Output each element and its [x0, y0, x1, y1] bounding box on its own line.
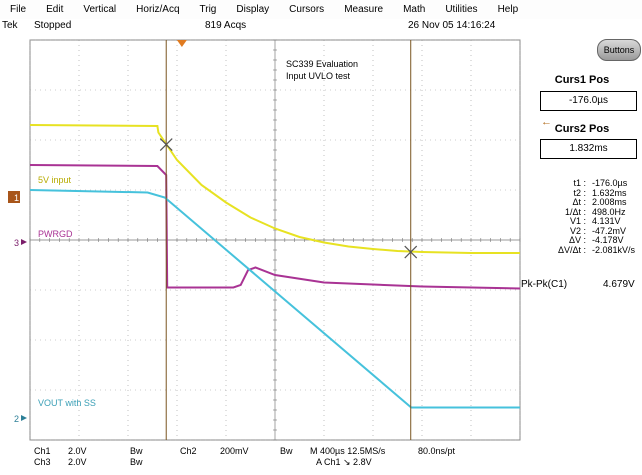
trace-ch3 [29, 164, 521, 290]
menu-utilities[interactable]: Utilities [445, 4, 478, 15]
ch1-ground-marker-number: 1 [14, 193, 19, 203]
trace-ch2 [29, 189, 520, 409]
cursor-cross-icon [404, 245, 418, 259]
readout-row: V2 : -47.2mV [540, 225, 638, 237]
trace-label-ch2: VOUT with SS [38, 398, 96, 408]
curs2-title: Curs2 Pos [554, 123, 610, 135]
ch2-label[interactable]: Ch2 [180, 446, 197, 456]
ch1-scale: 2.0V [68, 446, 87, 456]
date-time: 26 Nov 05 14:16:24 [408, 20, 496, 31]
menu-bar: File Edit Vertical Horiz/Acq Trig Display Curs… [0, 0, 642, 19]
readout-value: 1.632ms [592, 187, 627, 198]
readout-key: t2 : [573, 187, 586, 198]
brand-label: Tek [2, 20, 18, 31]
readout-row: t2 : 1.632ms [540, 187, 638, 199]
ch2-ground-marker-number: 2 [14, 414, 19, 424]
trace-label-ch3: PWRGD [38, 229, 73, 239]
annotation-subtitle: Input UVLO test [286, 71, 351, 81]
menu-horiz-acq[interactable]: Horiz/Acq [136, 4, 180, 15]
readout-row: 1/Δt : 498.0Hz [540, 206, 638, 218]
readout-key: t1 : [573, 178, 586, 188]
ch2-ground-marker[interactable]: 2 [14, 414, 27, 424]
sample-interval: 80.0ns/pt [418, 446, 456, 456]
readout-value: 2.008ms [592, 197, 627, 207]
ch1-marker-badge [8, 191, 20, 203]
menu-help[interactable]: Help [497, 4, 519, 15]
readout-row: Δt : 2.008ms [540, 197, 638, 208]
ch3-bw: Bw [130, 457, 143, 467]
ch3-label[interactable]: Ch3 [34, 457, 51, 467]
cursor-readouts: t1 : -176.0µs t2 :1.632ms Δt :2.008ms 1/Δt :… [540, 178, 638, 256]
readout-key: 1/Δt : [564, 206, 586, 217]
buttons-toggle[interactable]: Buttons [597, 39, 641, 61]
readout-value: 498.0Hz [592, 206, 626, 217]
readout-row: V1 : 4.131V [540, 216, 638, 227]
menu-file[interactable]: File [10, 4, 27, 15]
readout-value: -4.178V [592, 235, 624, 245]
readout-row: ΔV/Δt : -2.081kV/s [540, 244, 638, 256]
readout-row: t1 : -176.0µs [540, 178, 638, 189]
menu-measure[interactable]: Measure [344, 4, 384, 15]
readout-key: ΔV : [568, 235, 586, 245]
ch3-ground-marker-arrow-icon [21, 239, 27, 245]
ch1-ground-marker[interactable]: 1 [14, 193, 27, 203]
ch3-ground-marker-number: 3 [14, 238, 19, 248]
timebase[interactable]: M 400µs 12.5MS/s [310, 446, 386, 456]
readout-key: ΔV/Δt : [557, 244, 586, 255]
curs1-title: Curs1 Pos [554, 74, 610, 86]
trigger-setting[interactable]: A Ch1 ↘ 2.8V [316, 457, 372, 467]
curs2-position-field[interactable]: 1.832ms [540, 139, 637, 159]
pkpk-value: 4.679V [603, 279, 635, 290]
readout-key: Δt : [572, 197, 586, 207]
cursor-arrow-icon: ← [541, 116, 552, 128]
ch1-label[interactable]: Ch1 [34, 446, 51, 456]
menu-edit[interactable]: Edit [46, 4, 64, 15]
status-bar: Tek Stopped 819 Acqs 26 Nov 05 14:16:24 [0, 19, 642, 33]
ch1-bw: Bw [130, 446, 143, 456]
menu-trig[interactable]: Trig [199, 4, 217, 15]
menu-vertical[interactable]: Vertical [83, 4, 117, 15]
readout-key: V2 : [569, 225, 586, 236]
readout-row: ΔV : -4.178V [540, 235, 638, 246]
readout-value: -47.2mV [592, 225, 627, 236]
menu-math[interactable]: Math [403, 4, 426, 15]
ch1-ground-marker-arrow-icon [21, 194, 27, 200]
ch2-scale: 200mV [220, 446, 249, 456]
curs1-position-field[interactable]: -176.0µs [540, 91, 637, 111]
ch2-bw: Bw [280, 446, 293, 456]
ch2-ground-marker-arrow-icon [21, 415, 27, 421]
readout-key: V1 : [569, 216, 586, 226]
cursor-cross-icon [159, 138, 173, 152]
readout-value: 4.131V [592, 216, 621, 226]
trace-label-ch1: 5V input [38, 175, 72, 185]
pkpk-label: Pk-Pk(C1) [521, 279, 568, 290]
readout-value: -2.081kV/s [592, 244, 636, 255]
annotation-title: SC339 Evaluation [286, 59, 359, 69]
trigger-position-icon [176, 40, 187, 47]
menu-display[interactable]: Display [236, 4, 270, 15]
run-state: Stopped [34, 20, 72, 31]
menu-cursors[interactable]: Cursors [289, 4, 325, 15]
ch3-ground-marker[interactable]: 3 [14, 238, 27, 248]
acquisition-count: 819 Acqs [205, 20, 247, 31]
ch3-scale: 2.0V [68, 457, 87, 467]
readout-value: -176.0µs [592, 178, 628, 188]
